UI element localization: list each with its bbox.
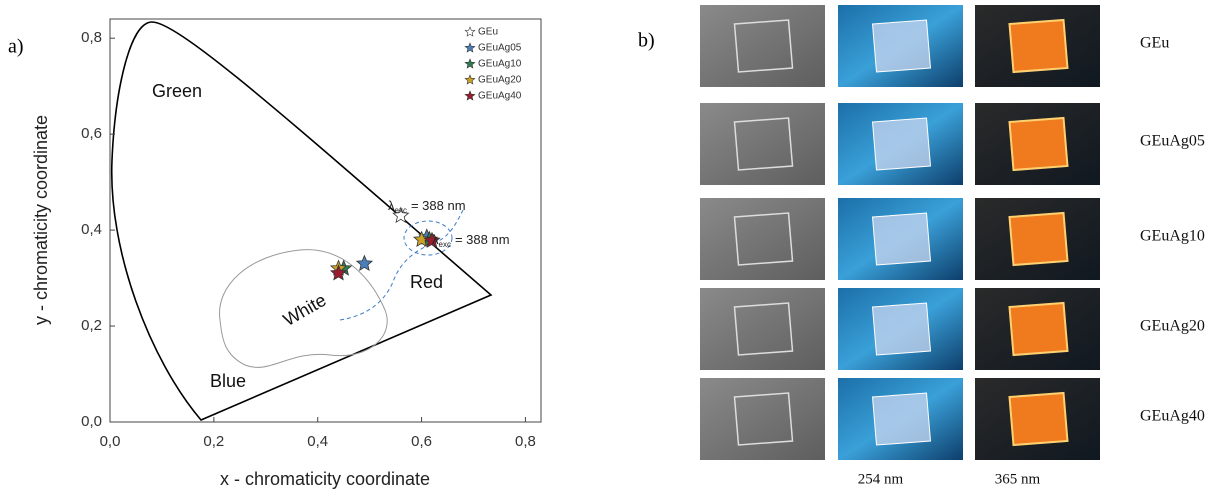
legend-marker — [464, 42, 476, 53]
panel-label: a) — [8, 36, 24, 58]
region-label: Red — [410, 272, 443, 292]
glass-sample — [871, 302, 932, 356]
x-tick-label: 0,6 — [411, 433, 432, 450]
legend-label: GEu — [478, 27, 498, 38]
y-tick-label: 0,2 — [81, 317, 102, 334]
legend-marker — [464, 58, 476, 69]
legend-marker — [464, 26, 476, 37]
x-tick-label: 0,8 — [515, 433, 536, 450]
y-axis-title: y - chromaticity coordinate — [31, 115, 51, 325]
photo — [700, 198, 825, 280]
legend-marker — [464, 74, 476, 85]
row-label: GEu — [1140, 35, 1169, 52]
annotation-part: exc — [439, 240, 451, 249]
glass-sample — [1008, 301, 1069, 357]
y-tick-label: 0,4 — [81, 221, 102, 238]
photo — [700, 5, 825, 87]
legend-label: GEuAg40 — [478, 91, 522, 102]
glass-sample — [733, 392, 794, 446]
x-tick-label: 0,2 — [203, 433, 224, 450]
annotation: λexc = 388 nm — [388, 198, 466, 215]
photo — [700, 378, 825, 460]
glass-sample — [871, 392, 932, 446]
red-cluster — [403, 220, 453, 256]
point — [413, 230, 431, 248]
annotation-part: = 388 nm — [411, 198, 466, 213]
legend-marker — [464, 90, 476, 101]
glass-sample — [871, 19, 932, 73]
plot-frame — [109, 18, 542, 423]
annotation-part: λ — [388, 198, 395, 213]
x-tick-label: 0,4 — [307, 433, 328, 450]
column-label: 365 nm — [995, 471, 1041, 487]
region-label: Blue — [210, 371, 246, 391]
point — [329, 264, 348, 281]
legend-label: GEuAg10 — [478, 59, 522, 70]
glass-sample — [733, 212, 794, 266]
photo — [700, 103, 825, 185]
glass-sample — [1008, 18, 1069, 74]
row-label: GEuAg05 — [1140, 133, 1205, 150]
point — [423, 231, 441, 248]
legend-label: GEuAg20 — [478, 75, 522, 86]
row-label: GEuAg40 — [1140, 408, 1205, 425]
region-label: Green — [152, 81, 202, 101]
glass-sample — [733, 19, 794, 73]
x-axis-title: x - chromaticity coordinate — [220, 469, 430, 489]
glass-sample — [1008, 391, 1069, 447]
annotation-part: exc — [395, 206, 407, 215]
glass-sample — [1008, 211, 1069, 267]
y-tick-label: 0,6 — [81, 125, 102, 142]
annotation-part: λ — [432, 232, 439, 247]
annotation: λexc = 388 nm — [432, 232, 510, 249]
column-label: 254 nm — [858, 471, 904, 487]
spectral-locus — [110, 21, 493, 421]
annotation-part: = 388 nm — [455, 232, 510, 247]
point — [355, 254, 374, 272]
glass-sample — [1008, 116, 1069, 172]
row-label: GEuAg20 — [1140, 318, 1205, 335]
point — [392, 206, 410, 224]
x-tick-label: 0,0 — [100, 433, 121, 450]
photo — [700, 288, 825, 370]
glass-sample — [733, 302, 794, 356]
panel-label: b) — [638, 30, 655, 52]
glass-sample — [871, 117, 932, 171]
white-region — [219, 249, 388, 368]
glass-sample — [733, 117, 794, 171]
legend-label: GEuAg05 — [478, 43, 522, 54]
y-tick-label: 0,8 — [81, 29, 102, 46]
row-label: GEuAg10 — [1140, 228, 1205, 245]
trend-line — [339, 209, 464, 321]
y-tick-label: 0,0 — [81, 413, 102, 430]
region-label: White — [280, 290, 330, 330]
glass-sample — [871, 212, 932, 266]
